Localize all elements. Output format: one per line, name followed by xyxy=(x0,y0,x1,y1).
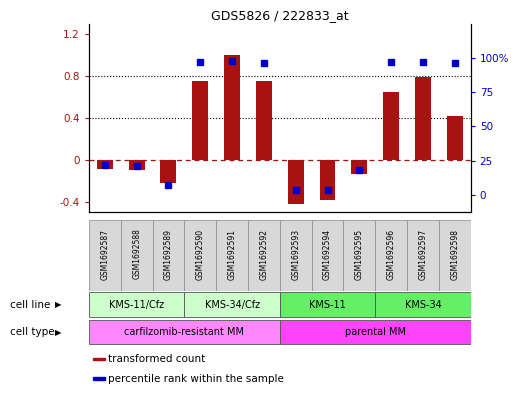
Bar xyxy=(192,81,208,160)
Bar xyxy=(121,220,153,291)
Bar xyxy=(351,160,367,174)
Text: percentile rank within the sample: percentile rank within the sample xyxy=(108,374,283,384)
Bar xyxy=(312,220,344,291)
Bar xyxy=(415,77,431,160)
Bar xyxy=(129,160,144,170)
Bar xyxy=(89,320,280,344)
Text: GSM1692590: GSM1692590 xyxy=(196,228,205,279)
Text: ▶: ▶ xyxy=(55,300,61,309)
Title: GDS5826 / 222833_at: GDS5826 / 222833_at xyxy=(211,9,349,22)
Bar xyxy=(280,220,312,291)
Bar xyxy=(89,220,121,291)
Bar xyxy=(407,220,439,291)
Text: GSM1692593: GSM1692593 xyxy=(291,228,300,279)
Text: GSM1692592: GSM1692592 xyxy=(259,229,268,279)
Text: carfilzomib-resistant MM: carfilzomib-resistant MM xyxy=(124,327,244,337)
Bar xyxy=(383,92,399,160)
Text: cell type: cell type xyxy=(10,327,55,337)
Bar xyxy=(185,292,280,317)
Bar xyxy=(344,220,375,291)
Bar xyxy=(97,160,113,169)
Text: ▶: ▶ xyxy=(55,328,61,336)
Bar xyxy=(439,220,471,291)
Text: KMS-11/Cfz: KMS-11/Cfz xyxy=(109,299,164,310)
Text: GSM1692597: GSM1692597 xyxy=(418,228,427,279)
Text: parental MM: parental MM xyxy=(345,327,406,337)
Bar xyxy=(216,220,248,291)
Bar xyxy=(224,55,240,160)
Text: cell line: cell line xyxy=(10,299,51,310)
Text: GSM1692589: GSM1692589 xyxy=(164,229,173,279)
Text: GSM1692596: GSM1692596 xyxy=(386,228,396,279)
Text: KMS-34: KMS-34 xyxy=(405,299,441,310)
Bar xyxy=(375,220,407,291)
Text: GSM1692588: GSM1692588 xyxy=(132,229,141,279)
Bar xyxy=(447,116,463,160)
Text: KMS-34/Cfz: KMS-34/Cfz xyxy=(204,299,259,310)
Bar xyxy=(161,160,176,183)
Bar xyxy=(320,160,335,200)
Text: GSM1692595: GSM1692595 xyxy=(355,228,364,279)
Text: GSM1692594: GSM1692594 xyxy=(323,228,332,279)
Bar xyxy=(185,220,216,291)
Bar xyxy=(280,320,471,344)
Bar xyxy=(280,292,375,317)
Bar xyxy=(153,220,185,291)
Bar xyxy=(89,292,185,317)
Bar xyxy=(248,220,280,291)
Bar xyxy=(93,377,105,380)
Text: GSM1692598: GSM1692598 xyxy=(450,229,459,279)
Bar xyxy=(375,292,471,317)
Text: GSM1692591: GSM1692591 xyxy=(228,229,236,279)
Text: GSM1692587: GSM1692587 xyxy=(100,229,109,279)
Bar xyxy=(288,160,304,204)
Bar xyxy=(256,81,272,160)
Text: transformed count: transformed count xyxy=(108,354,205,364)
Bar xyxy=(93,358,105,360)
Text: KMS-11: KMS-11 xyxy=(309,299,346,310)
